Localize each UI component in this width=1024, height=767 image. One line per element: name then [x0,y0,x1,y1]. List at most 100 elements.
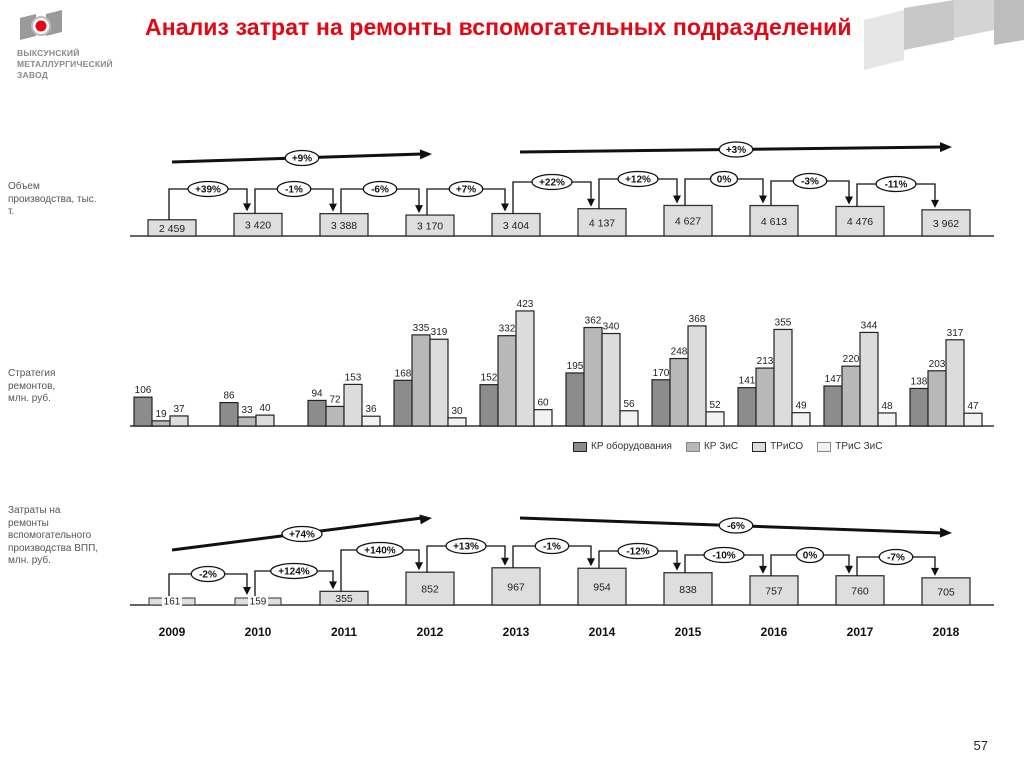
value-label: 705 [937,586,955,598]
value-box [405,214,455,237]
legend-label: ТРиС ЗиС [835,441,883,452]
value-box [663,204,713,237]
bar [255,414,275,427]
bar-value-label: 203 [929,359,946,370]
arrow-head-icon [673,562,681,571]
change-badge [709,170,739,188]
change-label: 0% [717,175,732,186]
year-label: 2018 [932,625,960,639]
value-box [921,209,971,237]
year-label: 2011 [330,625,358,639]
bar [169,415,189,427]
logo-line: ЗАВОД [17,70,48,80]
bar [877,412,897,427]
production-row-label: Объем производства, тыс. т. [8,181,97,219]
bar [393,379,413,427]
bar [237,416,257,427]
bar [219,402,239,427]
bar-value-label: 138 [911,376,928,387]
value-label: 954 [593,582,611,594]
value-label: 3 962 [933,218,959,230]
strategy-row-label: Стратегия ремонтов, млн. руб. [8,368,55,406]
bar-value-label: 30 [451,406,463,417]
bar [791,412,811,427]
year-label: 2016 [760,625,788,639]
change-badge [718,517,754,534]
bar [601,332,621,427]
costs-row-label: Затраты на ремонты вспомогательного прои… [8,505,98,568]
bar [619,410,639,427]
value-box [663,572,713,606]
change-label: -12% [626,547,649,558]
legend-label: ТРиСО [770,441,804,452]
value-label: 4 476 [847,216,873,228]
value-box [147,219,197,237]
change-badge [531,173,573,191]
label-line: ремонтов, [8,380,56,392]
value-label: 838 [679,584,697,596]
bar [705,411,725,427]
decorative-shapes [864,0,1024,70]
costs-chart: 161 159 355 852 967 954 838 757 760 705 -2% +124% +1… [130,514,994,608]
value-label: 3 420 [245,220,271,232]
bar [651,379,671,427]
bar-value-label: 106 [135,385,152,396]
bar [479,384,499,427]
value-box [319,212,369,237]
page-number: 57 [973,738,988,753]
bar-value-label: 168 [395,368,412,379]
bar [411,334,431,427]
change-label: -7% [887,553,905,564]
bar [773,328,793,427]
value-label: 3 170 [417,221,443,233]
change-badge [190,565,226,583]
legend-item: КР оборудования [573,441,672,452]
value-label: 852 [421,584,439,596]
change-badge [703,546,745,564]
value-box [405,571,455,606]
legend-swatch [685,441,700,452]
change-badge [448,180,484,198]
arrow-head-icon [501,557,509,566]
logo-line: ВЫКСУНСКИЙ [17,48,80,58]
bar-value-label: 152 [481,373,498,384]
bar [565,372,585,427]
label-line: Объем [8,181,40,192]
bar-value-label: 317 [947,328,964,339]
change-label: +13% [453,542,479,553]
value-label: 757 [765,585,783,597]
bar [669,357,689,427]
bar-value-label: 319 [431,327,448,338]
bar-value-label: 37 [173,404,185,415]
value-label: 967 [507,581,525,593]
bar-value-label: 170 [653,368,670,379]
legend-label: КР ЗиС [703,441,739,452]
value-box [491,212,541,237]
change-badge [187,180,229,198]
production-chart: 2 459 3 420 3 388 3 170 3 404 4 137 4 627 4 613… [130,141,994,237]
value-label: 3 388 [331,220,357,232]
arrow-head-icon [759,565,767,574]
label-line: производства, тыс. [8,193,97,205]
legend-label: КР оборудования [591,441,672,452]
arrow-head-icon [587,198,595,207]
bar-value-label: 33 [241,405,253,416]
bar-value-label: 60 [537,398,549,409]
bar [151,420,171,427]
arrow-head-icon [845,565,853,574]
bar-value-label: 340 [603,322,620,333]
year-label: 2010 [244,625,272,639]
label-line: производства ВПП, [8,542,99,554]
bar [515,310,535,427]
trend-arrow-icon [939,527,952,538]
bar [687,325,707,427]
change-badge [878,548,914,566]
change-label: +124% [278,567,310,578]
bar [859,331,879,427]
change-badge [276,180,312,198]
page-title: Анализ затрат на ремонты вспомогательных… [145,14,852,40]
bar [361,415,381,427]
bar [823,385,843,427]
legend: КР оборудования КР ЗиС ТРиСО ТРиС ЗиС [573,441,882,452]
